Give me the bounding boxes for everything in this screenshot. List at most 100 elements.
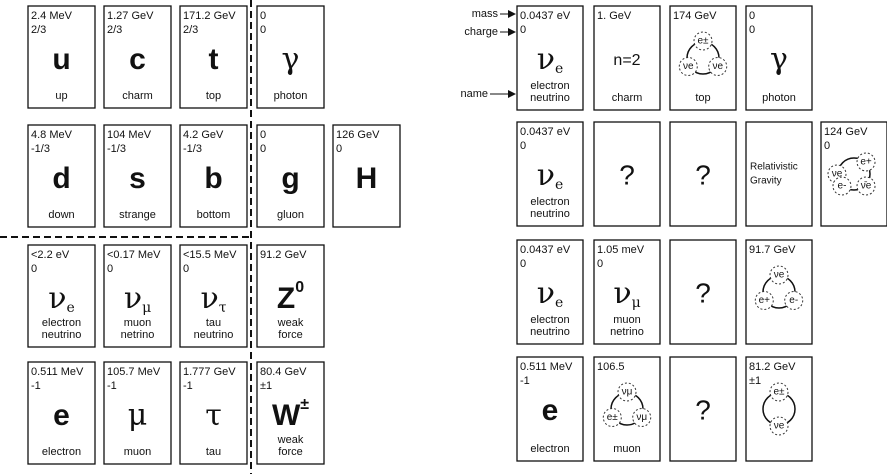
- particle-name: electron: [42, 317, 81, 329]
- particle-card: [745, 5, 813, 111]
- particle-label: e+: [759, 295, 771, 306]
- mass: 0.0437 eV: [520, 244, 571, 256]
- particle-name: muon: [124, 317, 152, 329]
- charge: -1: [31, 380, 41, 392]
- particle-circle: [769, 416, 789, 436]
- mass: 80.4 GeV: [260, 366, 307, 378]
- superscript: 0: [295, 279, 304, 296]
- symbol-base: c: [129, 43, 146, 76]
- particle-circle: [769, 265, 789, 285]
- subscript: e: [66, 300, 74, 316]
- particle-card: [27, 244, 96, 348]
- particle-name: electron: [42, 446, 81, 458]
- charge: -1/3: [107, 143, 126, 155]
- center-text: ?: [619, 159, 635, 190]
- particle-name: up: [55, 90, 67, 102]
- particle-card: [745, 356, 813, 462]
- particle-name: muon: [613, 443, 641, 455]
- charge: 0: [336, 143, 342, 155]
- mass: 0: [260, 129, 266, 141]
- particle-card: [593, 5, 661, 111]
- particle-card: [332, 124, 401, 228]
- particle-card: [103, 124, 172, 228]
- particle-card: [516, 121, 584, 227]
- mass: 174 GeV: [673, 10, 717, 22]
- charge: -1: [107, 380, 117, 392]
- particle-name: neutrino: [530, 326, 570, 338]
- charge: ±1: [749, 375, 761, 387]
- symbol: e: [53, 399, 70, 432]
- symbol: Z0: [277, 279, 304, 315]
- symbol-base: ν: [613, 276, 631, 311]
- symbol-base: H: [356, 162, 378, 195]
- symbol: e: [542, 394, 559, 427]
- subscript: μ: [632, 295, 641, 311]
- particle-name: netrino: [121, 329, 155, 341]
- mass: 81.2 GeV: [749, 361, 796, 373]
- particle-card: [745, 239, 813, 345]
- charge: 2/3: [107, 24, 122, 36]
- particle-circle: [754, 291, 774, 310]
- subscript: e: [555, 61, 563, 77]
- particle-card: [27, 124, 96, 228]
- subscript: μ: [142, 300, 151, 316]
- mass: 1.777 GeV: [183, 366, 236, 378]
- mass: <0.17 MeV: [107, 249, 161, 261]
- particle-card: [516, 5, 584, 111]
- mass: 91.7 GeV: [749, 244, 796, 256]
- center-text: n=2: [613, 52, 640, 69]
- particle-label: νμ: [636, 412, 647, 423]
- particle-name: photon: [762, 92, 796, 104]
- mass: 2.4 MeV: [31, 10, 73, 22]
- particle-circle: [693, 31, 713, 51]
- particle-name: top: [206, 90, 221, 102]
- particle-label: e+: [860, 157, 872, 168]
- particle-circle: [602, 408, 622, 427]
- particle-circle: [617, 382, 637, 402]
- symbol-base: e: [542, 394, 559, 427]
- symbol-base: ν: [201, 281, 219, 316]
- symbol: γ: [282, 42, 300, 77]
- mass: 0.0437 eV: [520, 126, 571, 138]
- mass: <2.2 eV: [31, 249, 70, 261]
- symbol: νe: [537, 42, 564, 77]
- symbol-base: b: [204, 162, 222, 195]
- particle-name: photon: [274, 90, 308, 102]
- particle-name: bottom: [197, 209, 231, 221]
- symbol: t: [209, 43, 219, 76]
- label: charge: [464, 26, 498, 38]
- particle-circle: [678, 57, 698, 76]
- particle-label: νe: [774, 421, 785, 432]
- particle-label: e±: [697, 36, 709, 47]
- particle-card: [256, 361, 325, 465]
- particle-name: weak: [277, 434, 304, 446]
- particle-name: neutrino: [42, 329, 82, 341]
- label: mass: [472, 8, 499, 20]
- charge: 0: [183, 263, 189, 275]
- symbol: g: [281, 162, 299, 195]
- center-text: ?: [695, 277, 711, 308]
- mass: 106.5: [597, 361, 625, 373]
- symbol-base: ν: [537, 276, 555, 311]
- label: name: [460, 88, 488, 100]
- symbol-base: t: [209, 43, 219, 76]
- symbol: νμ: [613, 276, 640, 311]
- symbol: c: [129, 43, 146, 76]
- particle-card: [179, 124, 248, 228]
- particle-circle: [856, 176, 876, 196]
- particle-name: charm: [612, 92, 643, 104]
- particle-card: [27, 5, 96, 109]
- particle-name: muon: [613, 314, 641, 326]
- symbol: H: [356, 162, 378, 195]
- symbol: u: [52, 43, 70, 76]
- particle-card: [669, 5, 737, 111]
- particle-card: [103, 361, 172, 465]
- symbol-base: ν: [48, 281, 66, 316]
- mass: 104 MeV: [107, 129, 152, 141]
- particle-card: [745, 121, 813, 227]
- particle-card: [593, 121, 661, 227]
- particle-circle: [708, 57, 728, 76]
- particle-name: neutrino: [530, 92, 570, 104]
- particle-label: ν̄e: [861, 181, 872, 192]
